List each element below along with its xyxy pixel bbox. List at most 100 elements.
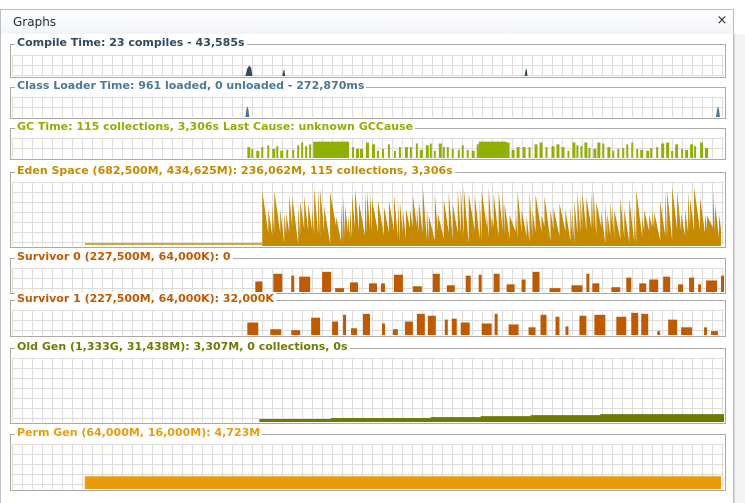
scrollbar[interactable] (734, 34, 745, 503)
survivor-bar (291, 330, 301, 335)
tab-label: Graphs (13, 15, 57, 29)
graph-panel-compile-time: Compile Time: 23 compiles - 43,585s (10, 36, 726, 78)
survivor-bar (540, 314, 547, 335)
gc-bar (247, 147, 251, 158)
graph-panel-survivor-0: Survivor 0 (227,500M, 64,000K): 0 (10, 250, 726, 294)
gc-bar (425, 145, 429, 158)
graph-title-compile-time: Compile Time: 23 compiles - 43,585s (15, 36, 247, 50)
gc-bar (305, 146, 308, 158)
survivor-bar (247, 322, 259, 335)
survivor-bar (393, 274, 403, 292)
gc-bar (567, 150, 570, 158)
graph-title-class-loader: Class Loader Time: 961 loaded, 0 unloade… (15, 79, 367, 93)
gc-bar (666, 142, 670, 158)
gc-bar (572, 142, 576, 158)
gc-bar (381, 148, 384, 158)
survivor-bar (322, 271, 332, 292)
survivor-bar (451, 318, 457, 335)
survivor-bar (478, 274, 482, 292)
survivor-bar (626, 277, 632, 292)
compile-spike (524, 68, 528, 76)
survivor-bar (416, 313, 425, 335)
gc-bar (694, 146, 697, 158)
survivor-bar (432, 273, 440, 292)
gc-bar (626, 144, 629, 158)
gc-bar (551, 146, 555, 158)
gc-bar (671, 150, 674, 158)
gc-bar (415, 143, 418, 158)
survivor-0-bars (255, 271, 724, 292)
plot-survivor-0 (12, 268, 724, 292)
survivor-bar (555, 316, 560, 335)
survivor-bar (460, 322, 470, 335)
survivor-bar (444, 319, 448, 335)
gc-bar (457, 149, 460, 158)
survivor-bar (668, 319, 678, 335)
survivor-bar (332, 321, 339, 335)
survivor-bar (678, 284, 684, 292)
gc-bar (681, 148, 684, 158)
gc-bar (576, 145, 579, 158)
gc-bar (387, 144, 390, 158)
chart-eden-space (84, 186, 722, 246)
plot-eden-space (12, 182, 724, 246)
gc-bar (705, 148, 709, 158)
gc-bar (700, 142, 704, 158)
graph-title-survivor-1: Survivor 1 (227,500M, 64,000K): 32,000K (15, 292, 276, 306)
gc-bar (506, 142, 510, 158)
tab-graphs[interactable]: Graphs × (0, 9, 734, 34)
gc-bar (471, 150, 475, 158)
gc-bars (247, 141, 709, 158)
survivor-bar (481, 323, 492, 335)
gc-bar (267, 145, 270, 158)
gc-bar (511, 149, 515, 158)
tab-bar: Graphs × (0, 0, 745, 36)
plot-class-loader (12, 97, 724, 117)
gc-bar (429, 143, 432, 158)
survivor-bar (592, 283, 600, 292)
graph-panel-gc-time: GC Time: 115 collections, 3,306s Last Ca… (10, 120, 726, 160)
chart-survivor-1 (247, 312, 719, 335)
survivor-bar (427, 315, 436, 335)
gc-bar (404, 147, 408, 158)
gc-block (478, 141, 507, 158)
gc-bar (602, 143, 605, 158)
survivor-bar (404, 321, 413, 335)
gc-bar (261, 147, 264, 158)
gc-bar (631, 142, 634, 158)
survivor-bar (335, 288, 345, 292)
survivor-bar (704, 327, 708, 335)
graph-panel-eden-space: Eden Space (682,500M, 434,625M): 236,062… (10, 164, 726, 248)
close-icon[interactable]: × (716, 13, 728, 28)
survivor-bar (291, 275, 295, 292)
gc-bar (650, 148, 653, 158)
gc-bar (446, 147, 449, 158)
gc-bar (276, 146, 279, 158)
gc-bar (675, 144, 679, 158)
compile-spike (245, 65, 253, 76)
gc-bar (545, 147, 548, 158)
survivor-bar (611, 287, 621, 292)
gc-bar (646, 150, 650, 158)
gc-bar (438, 143, 442, 158)
survivor-bar (565, 326, 569, 335)
graph-panel-old-gen: Old Gen (1,333G, 31,438M): 3,307M, 0 col… (10, 340, 726, 424)
gc-bar (640, 149, 644, 158)
chart-survivor-0 (255, 271, 724, 292)
graph-panel-survivor-1: Survivor 1 (227,500M, 64,000K): 32,000K (10, 292, 726, 337)
survivor-bar (571, 285, 583, 292)
survivor-bar (698, 284, 702, 292)
survivor-bar (368, 283, 377, 292)
survivor-bar (363, 313, 370, 335)
survivor-bar (579, 315, 587, 335)
eden-area (262, 186, 722, 246)
graph-title-survivor-0: Survivor 0 (227,500M, 64,000K): 0 (15, 250, 233, 264)
gc-bar (622, 148, 625, 158)
gc-bar (352, 147, 355, 158)
survivor-bar (381, 323, 385, 335)
survivor-bar (657, 331, 661, 335)
survivor-bar (528, 327, 536, 335)
survivor-bar (273, 273, 283, 292)
survivor-bar (350, 282, 359, 292)
survivor-bar (721, 275, 724, 292)
